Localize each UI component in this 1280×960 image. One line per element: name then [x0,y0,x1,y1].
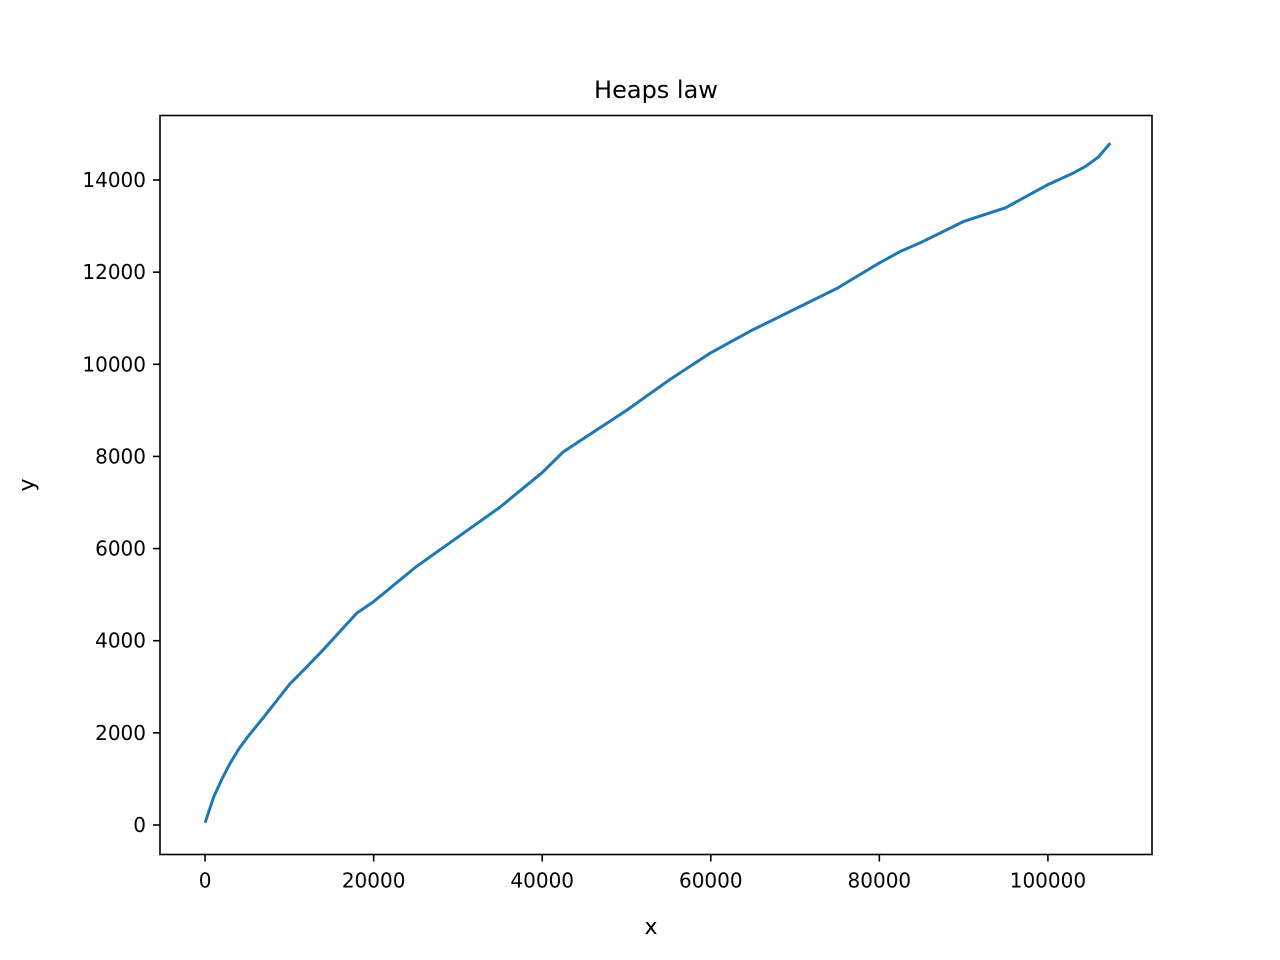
series-line [203,142,1112,824]
plot-frame [159,114,1153,856]
x-axis-ticks: 0 20000 40000 60000 80000 100000 [199,854,1086,893]
y-tick-label: 14000 [82,168,146,192]
x-tick-label: 20000 [342,869,406,893]
chart-title: Heaps law [594,76,718,104]
y-tick-label: 6000 [95,537,146,561]
x-tick-label: 0 [199,869,212,893]
x-tick-label: 40000 [510,869,574,893]
y-axis-label: y [15,478,40,491]
y-tick-label: 8000 [95,444,146,468]
x-tick-label: 80000 [848,869,912,893]
x-tick-label: 100000 [1010,869,1086,893]
y-axis-ticks: 0 2000 4000 6000 8000 10000 12000 14000 [82,168,160,837]
y-tick-label: 12000 [82,260,146,284]
x-tick-label: 60000 [679,869,743,893]
y-tick-label: 2000 [95,721,146,745]
y-tick-label: 0 [133,813,146,837]
y-tick-label: 10000 [82,352,146,376]
y-tick-label: 4000 [95,629,146,653]
x-axis-label: x [644,915,657,940]
